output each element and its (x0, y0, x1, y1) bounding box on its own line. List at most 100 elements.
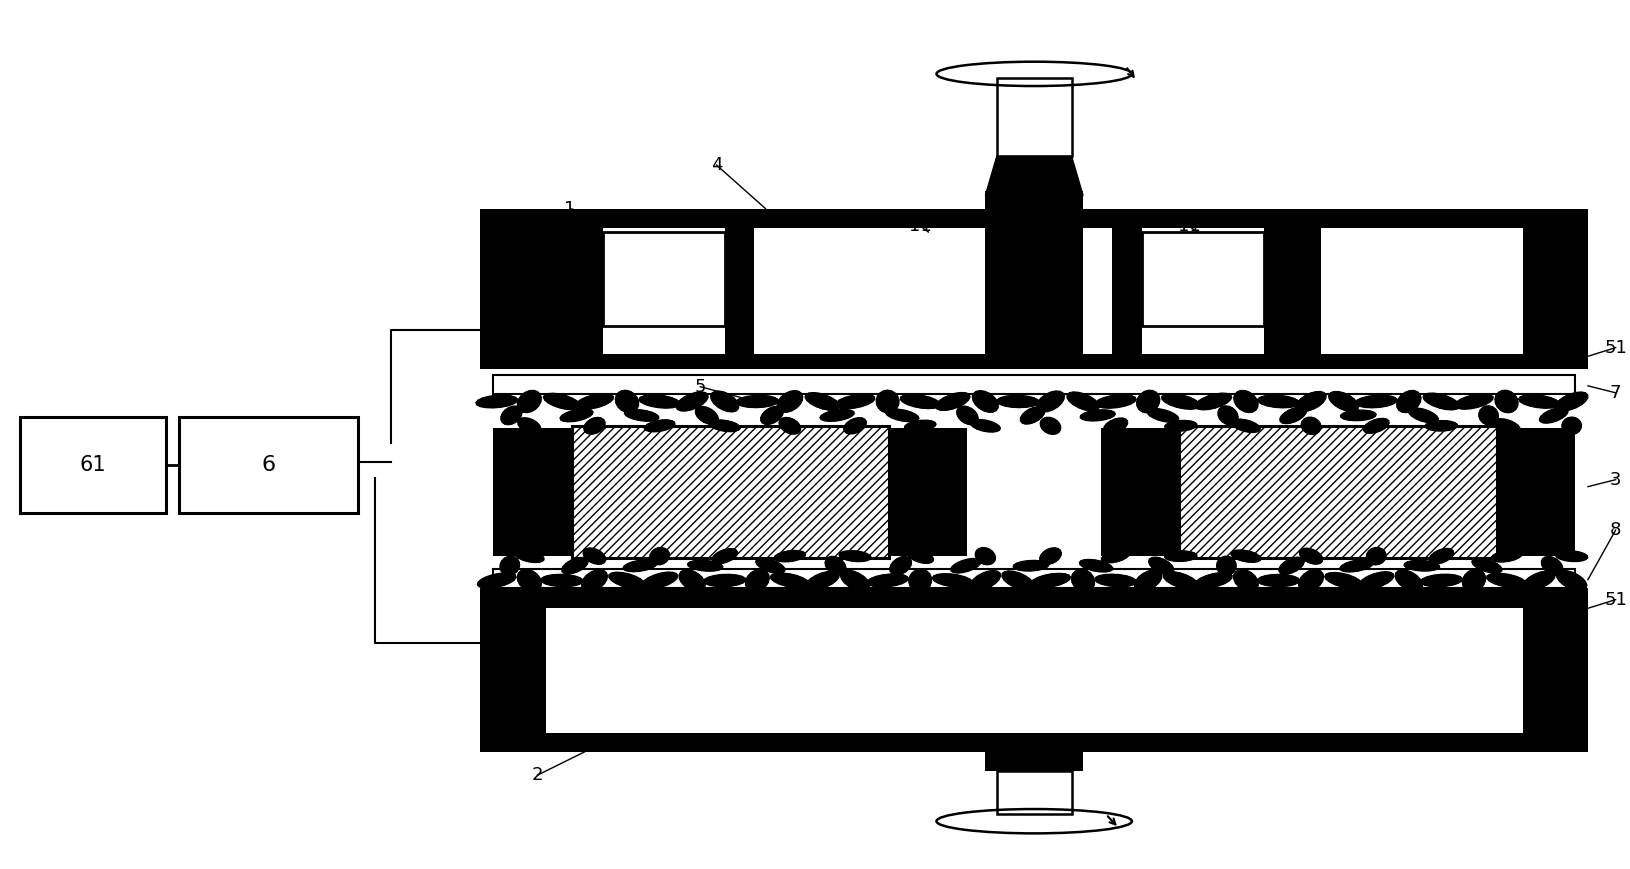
Polygon shape (1134, 570, 1162, 591)
Polygon shape (1366, 547, 1386, 565)
Polygon shape (890, 556, 911, 574)
Polygon shape (841, 570, 869, 591)
Polygon shape (936, 393, 970, 410)
Polygon shape (1148, 408, 1178, 422)
Polygon shape (1068, 392, 1099, 411)
Polygon shape (1495, 390, 1518, 413)
Polygon shape (910, 569, 931, 592)
Polygon shape (1522, 571, 1555, 590)
Polygon shape (610, 573, 645, 588)
Bar (481, 209, 546, 369)
Polygon shape (986, 750, 1082, 771)
Polygon shape (1555, 551, 1588, 561)
Polygon shape (1218, 406, 1239, 425)
Polygon shape (1195, 573, 1232, 588)
Polygon shape (624, 409, 659, 421)
Polygon shape (1040, 417, 1061, 434)
Text: 5: 5 (694, 378, 706, 395)
Bar (890, 428, 968, 556)
Polygon shape (975, 547, 996, 565)
Polygon shape (1081, 410, 1115, 421)
Polygon shape (1325, 573, 1363, 588)
Polygon shape (1296, 392, 1327, 412)
Polygon shape (1542, 556, 1563, 574)
Polygon shape (970, 420, 1001, 432)
Polygon shape (515, 550, 544, 562)
Polygon shape (998, 395, 1038, 408)
Polygon shape (1258, 395, 1299, 408)
Text: 6: 6 (262, 454, 275, 475)
Polygon shape (541, 574, 584, 587)
Polygon shape (680, 570, 706, 591)
Polygon shape (835, 395, 875, 408)
Polygon shape (1420, 574, 1462, 587)
Polygon shape (1359, 572, 1394, 589)
Polygon shape (688, 561, 722, 571)
Polygon shape (1557, 571, 1586, 590)
Polygon shape (584, 417, 605, 434)
Bar (998, 78, 1071, 156)
Polygon shape (709, 420, 740, 432)
Bar (546, 228, 1522, 354)
Polygon shape (1472, 559, 1501, 573)
Bar (481, 354, 1588, 369)
Bar (986, 191, 1082, 217)
Polygon shape (906, 549, 934, 563)
Polygon shape (1020, 407, 1045, 424)
Bar (572, 426, 890, 558)
Bar (481, 209, 1588, 228)
Text: 51: 51 (1604, 339, 1627, 356)
Polygon shape (1454, 394, 1493, 409)
Polygon shape (1340, 410, 1376, 421)
Polygon shape (973, 391, 998, 412)
Bar (481, 589, 1588, 608)
Polygon shape (877, 390, 900, 413)
Bar (986, 228, 1082, 354)
Polygon shape (1493, 419, 1519, 433)
Bar (1496, 428, 1575, 556)
Polygon shape (562, 558, 588, 574)
Bar (546, 608, 1522, 733)
Polygon shape (1095, 574, 1136, 587)
Polygon shape (1102, 549, 1130, 563)
Polygon shape (1164, 572, 1198, 589)
Polygon shape (1299, 570, 1324, 592)
Polygon shape (805, 393, 839, 410)
Polygon shape (676, 392, 707, 411)
Polygon shape (805, 571, 839, 590)
Polygon shape (1491, 550, 1522, 562)
Polygon shape (1071, 569, 1095, 592)
Bar (481, 733, 1588, 752)
Polygon shape (1280, 408, 1307, 423)
Polygon shape (639, 395, 680, 408)
Polygon shape (1030, 574, 1071, 587)
Polygon shape (1040, 547, 1061, 564)
Polygon shape (1299, 548, 1322, 564)
Polygon shape (561, 409, 593, 421)
Polygon shape (737, 395, 778, 408)
Polygon shape (1104, 418, 1128, 434)
Bar (1112, 228, 1141, 354)
Polygon shape (1195, 393, 1232, 410)
Polygon shape (932, 574, 973, 587)
Polygon shape (696, 407, 719, 424)
Polygon shape (1462, 569, 1485, 592)
Polygon shape (704, 574, 745, 587)
Polygon shape (1425, 421, 1457, 431)
Polygon shape (1328, 392, 1359, 412)
Text: 51: 51 (1604, 591, 1627, 608)
Polygon shape (1149, 557, 1174, 574)
Polygon shape (1165, 421, 1196, 431)
Polygon shape (1519, 395, 1560, 408)
Polygon shape (745, 569, 769, 592)
Bar (998, 771, 1071, 814)
Polygon shape (771, 573, 810, 588)
Polygon shape (642, 572, 678, 589)
Bar (494, 569, 1575, 588)
Bar (968, 428, 1100, 556)
Polygon shape (1423, 393, 1459, 410)
Polygon shape (1079, 560, 1113, 572)
Bar (986, 733, 1082, 752)
Polygon shape (1395, 570, 1423, 591)
Polygon shape (1408, 408, 1438, 422)
